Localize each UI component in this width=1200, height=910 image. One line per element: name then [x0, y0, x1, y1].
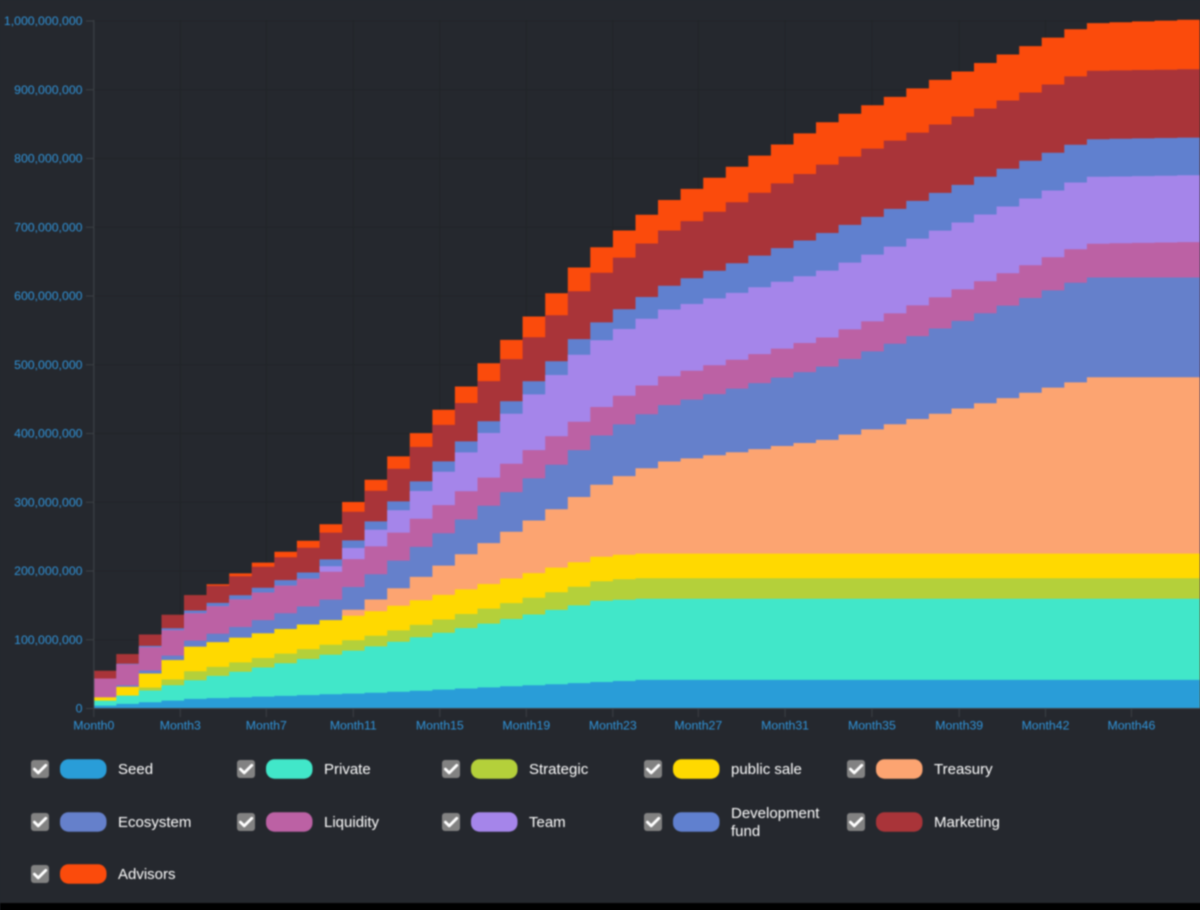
svg-text:Strategic: Strategic	[529, 761, 589, 778]
svg-text:700,000,000: 700,000,000	[14, 220, 83, 234]
svg-text:Month15: Month15	[416, 719, 464, 733]
svg-text:Month7: Month7	[246, 719, 287, 733]
svg-text:1,000,000,000: 1,000,000,000	[4, 14, 83, 28]
svg-text:300,000,000: 300,000,000	[14, 495, 83, 509]
svg-text:Month39: Month39	[935, 719, 983, 733]
svg-text:Month35: Month35	[848, 719, 896, 733]
svg-text:Liquidity: Liquidity	[324, 814, 380, 831]
svg-text:800,000,000: 800,000,000	[14, 152, 83, 166]
svg-text:Marketing: Marketing	[934, 814, 1000, 831]
svg-text:Month19: Month19	[502, 719, 550, 733]
svg-text:Month0: Month0	[73, 719, 114, 733]
svg-text:0: 0	[76, 702, 83, 716]
svg-text:Private: Private	[324, 761, 371, 778]
svg-text:900,000,000: 900,000,000	[14, 83, 83, 97]
svg-text:Month23: Month23	[589, 719, 637, 733]
svg-text:Team: Team	[529, 814, 566, 831]
svg-text:Advisors: Advisors	[118, 866, 176, 883]
svg-text:100,000,000: 100,000,000	[14, 633, 83, 647]
svg-text:200,000,000: 200,000,000	[14, 564, 83, 578]
svg-text:Month42: Month42	[1022, 719, 1070, 733]
svg-text:Month27: Month27	[674, 719, 722, 733]
svg-text:400,000,000: 400,000,000	[14, 427, 83, 441]
svg-text:fund: fund	[731, 823, 760, 840]
svg-text:public sale: public sale	[731, 761, 802, 778]
svg-text:Treasury: Treasury	[934, 761, 993, 778]
svg-text:600,000,000: 600,000,000	[14, 289, 83, 303]
svg-text:Development: Development	[731, 805, 820, 822]
svg-text:Seed: Seed	[118, 761, 153, 778]
svg-text:Ecosystem: Ecosystem	[118, 814, 191, 831]
svg-text:Month11: Month11	[330, 719, 377, 733]
svg-text:Month31: Month31	[761, 719, 809, 733]
svg-text:Month46: Month46	[1107, 719, 1155, 733]
svg-text:500,000,000: 500,000,000	[14, 358, 83, 372]
svg-text:Month3: Month3	[160, 719, 201, 733]
